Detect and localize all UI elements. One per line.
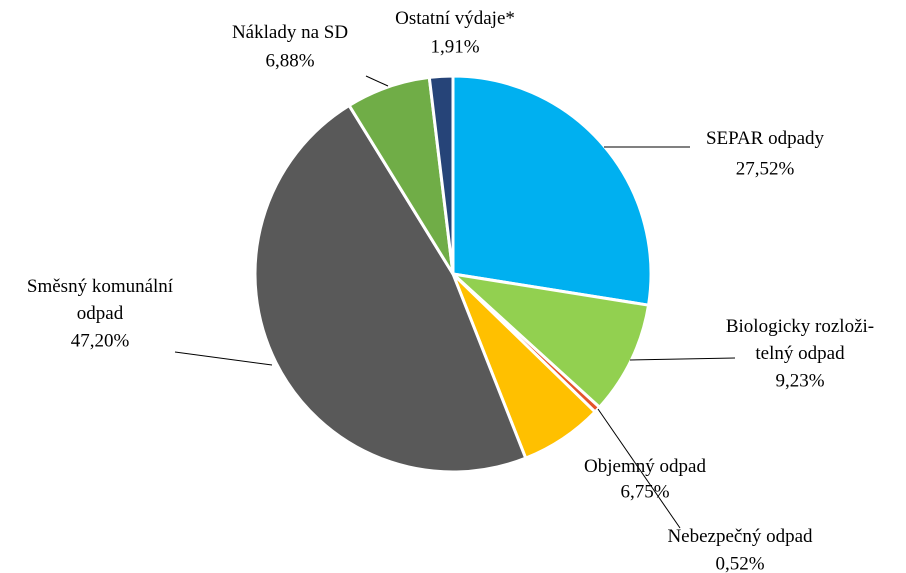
- slice-label: Ostatní výdaje*: [395, 8, 515, 29]
- slice-label: Směsný komunální odpad: [27, 276, 174, 324]
- slice-label-line: Objemný odpad: [584, 456, 706, 477]
- slice-label-line: Směsný komunální: [27, 276, 174, 297]
- slice-label-line: telný odpad: [755, 343, 845, 364]
- value-label: 0,52%: [715, 553, 764, 573]
- leader-line: [174, 351, 273, 366]
- slice-label-line: SEPAR odpady: [706, 128, 825, 149]
- slice-label: SEPAR odpady: [706, 128, 825, 149]
- slice-label-line: Náklady na SD: [232, 22, 348, 43]
- value-label: 6,75%: [620, 481, 669, 502]
- leader-line: [597, 408, 681, 529]
- value-label: 6,88%: [265, 50, 314, 71]
- value-label: 47,20%: [71, 330, 130, 351]
- slice-label: Náklady na SD: [232, 22, 348, 43]
- leader-line: [629, 357, 736, 361]
- value-label: 27,52%: [736, 158, 795, 179]
- slice-label-line: Biologicky rozloži-: [726, 316, 874, 337]
- slice-label-line: Ostatní výdaje*: [395, 8, 515, 29]
- slice-label: Objemný odpad: [584, 456, 706, 477]
- leader-line: [365, 75, 389, 87]
- value-label: 1,91%: [430, 36, 479, 57]
- slice-label: Nebezpečný odpad: [667, 526, 813, 547]
- slice-label-line: odpad: [77, 303, 124, 324]
- pie-slice: [451, 74, 653, 307]
- slice-label: Biologicky rozloži-telný odpad: [726, 316, 874, 364]
- value-label: 9,23%: [775, 370, 824, 391]
- slice-label-line: Nebezpečný odpad: [667, 526, 813, 547]
- pie-slice: [253, 103, 528, 474]
- pie-slice: [427, 74, 455, 276]
